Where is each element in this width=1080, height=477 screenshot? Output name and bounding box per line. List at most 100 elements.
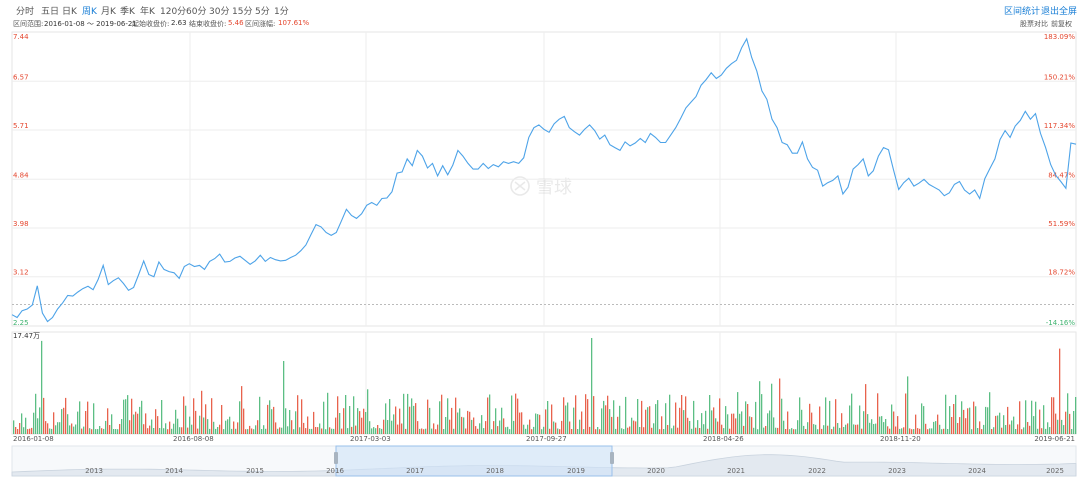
- volume-bar: [265, 428, 267, 434]
- volume-bar: [511, 395, 513, 434]
- volume-bar: [217, 427, 219, 434]
- volume-bar: [615, 428, 617, 434]
- period-tab-15min[interactable]: 15分: [232, 7, 253, 17]
- adjust-mode-button[interactable]: 前复权: [1051, 20, 1072, 28]
- volume-bar: [649, 406, 651, 434]
- navigator-left-handle[interactable]: [334, 452, 338, 464]
- volume-bar: [61, 409, 63, 434]
- period-tab-weekly[interactable]: 周K: [82, 7, 97, 17]
- volume-bar: [345, 395, 347, 434]
- range-navigator[interactable]: 2013 2014 2015 2016 2017 2018 2019 2020 2021 2022…: [11, 445, 1077, 477]
- volume-bar: [883, 422, 885, 434]
- period-tab-60min[interactable]: 60分: [186, 7, 207, 17]
- volume-bar: [127, 395, 129, 434]
- watermark-logo-icon: [510, 176, 530, 196]
- volume-bar: [299, 427, 301, 434]
- navigator-selection[interactable]: [335, 445, 613, 477]
- volume-bar: [111, 414, 113, 434]
- volume-bar: [419, 428, 421, 434]
- period-tab-5min[interactable]: 5分: [255, 7, 270, 17]
- range-stats-button[interactable]: 区间统计: [1004, 7, 1041, 17]
- volume-bar: [429, 407, 431, 434]
- volume-bar: [565, 405, 567, 434]
- volume-bar: [15, 427, 17, 434]
- volume-bar: [41, 340, 43, 434]
- volume-bar: [885, 419, 887, 434]
- volume-bar: [573, 407, 575, 434]
- exit-fullscreen-button[interactable]: 退出全屏: [1041, 7, 1078, 17]
- period-tab-intraday[interactable]: 分时: [16, 7, 35, 17]
- volume-bar: [689, 421, 691, 434]
- volume-bar: [891, 404, 893, 434]
- volume-bar: [277, 428, 279, 434]
- volume-bar: [937, 414, 939, 434]
- volume-bar: [161, 400, 163, 434]
- volume-bar: [879, 416, 881, 434]
- period-tab-30min[interactable]: 30分: [209, 7, 230, 17]
- period-tab-five-day[interactable]: 五日: [41, 7, 60, 17]
- volume-bar: [839, 427, 841, 434]
- volume-bar: [475, 426, 477, 434]
- volume-bar: [317, 427, 319, 434]
- volume-bar: [845, 424, 847, 434]
- volume-bar: [377, 425, 379, 434]
- volume-bar: [919, 428, 921, 434]
- volume-bar: [441, 394, 443, 434]
- volume-bar: [149, 425, 151, 434]
- volume-bar: [1069, 413, 1071, 434]
- volume-bar: [179, 427, 181, 434]
- volume-bar: [835, 399, 837, 434]
- period-tab-quarterly[interactable]: 季K: [120, 7, 135, 17]
- volume-bar: [463, 417, 465, 434]
- volume-bar: [563, 397, 565, 434]
- volume-bar: [817, 429, 819, 434]
- volume-bar: [663, 429, 665, 434]
- volume-bar: [73, 426, 75, 434]
- volume-bar: [45, 421, 47, 434]
- volume-bar: [331, 428, 333, 434]
- volume-bar: [875, 423, 877, 434]
- volume-bar: [381, 428, 383, 434]
- volume-bar: [59, 422, 61, 434]
- period-tab-yearly[interactable]: 年K: [140, 7, 155, 17]
- volume-bar: [683, 410, 685, 434]
- volume-bar: [577, 429, 579, 434]
- period-tab-1min[interactable]: 1分: [274, 7, 289, 17]
- volume-bar: [1045, 428, 1047, 434]
- date-tick-label: 2018-11-20: [880, 435, 921, 443]
- change-value: 107.61%: [278, 19, 310, 27]
- volume-bar: [785, 429, 787, 434]
- volume-bar: [153, 428, 155, 434]
- watermark: 雪球: [510, 176, 572, 198]
- volume-bar: [847, 423, 849, 434]
- volume-bar: [933, 421, 935, 434]
- price-tick-label: 5.71: [13, 122, 29, 130]
- volume-bar: [783, 420, 785, 434]
- volume-bar: [211, 398, 213, 434]
- volume-bar: [725, 406, 727, 434]
- volume-bar: [163, 428, 165, 434]
- period-tab-monthly[interactable]: 月K: [101, 7, 116, 17]
- navigator-right-handle[interactable]: [610, 452, 614, 464]
- volume-bar: [899, 428, 901, 434]
- volume-bar: [595, 429, 597, 434]
- compare-stock-button[interactable]: 股票对比: [1020, 20, 1048, 28]
- volume-bar: [993, 427, 995, 434]
- volume-bar: [949, 406, 951, 434]
- period-tab-daily[interactable]: 日K: [62, 7, 77, 17]
- end-close-value: 5.46: [228, 19, 244, 27]
- date-tick-label: 2016-01-08: [13, 435, 54, 443]
- period-tab-120min[interactable]: 120分: [160, 7, 187, 17]
- volume-bar: [749, 416, 751, 434]
- volume-bar: [705, 410, 707, 434]
- volume-bar: [603, 400, 605, 434]
- volume-bar: [561, 420, 563, 434]
- start-close-value: 2.63: [171, 19, 187, 27]
- volume-bar: [57, 422, 59, 434]
- volume-bar: [389, 399, 391, 434]
- volume-bar: [927, 429, 929, 434]
- volume-bar: [199, 415, 201, 434]
- volume-bar: [709, 395, 711, 434]
- volume-bar: [999, 412, 1001, 434]
